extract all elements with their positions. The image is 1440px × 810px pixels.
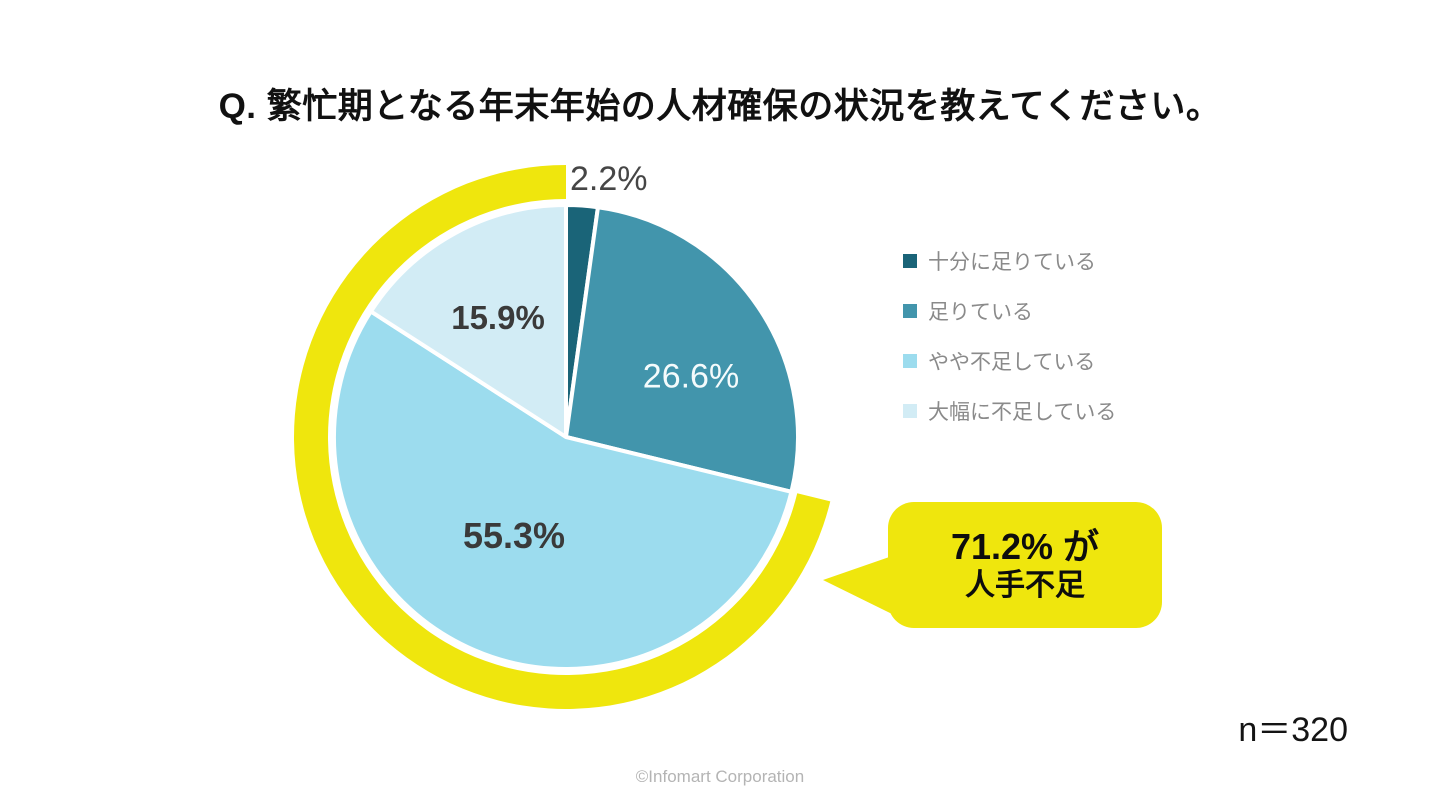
legend-label: やや不足している	[928, 351, 1096, 374]
value-label-fully-sufficient: 2.2%	[570, 160, 648, 198]
callout-tail	[823, 556, 892, 614]
legend-swatch-icon	[903, 404, 917, 418]
legend-label: 足りている	[928, 301, 1033, 324]
footer-copyright: ©Infomart Corporation	[635, 767, 805, 786]
legend-swatch-icon	[903, 304, 917, 318]
legend-label: 十分に足りている	[928, 251, 1096, 274]
callout-bubble: 71.2% が 人手不足	[888, 502, 1162, 628]
legend: 十分に足りている 足りているやや不足している 大幅に不足している	[903, 250, 1116, 450]
callout-percentage: 71.2% が	[950, 526, 1100, 568]
legend-item-2: やや不足している	[903, 350, 1116, 374]
pie-slice-3	[368, 203, 568, 439]
legend-swatch-icon	[903, 254, 917, 268]
sample-size: n＝320	[1238, 711, 1348, 749]
legend-item-0: 十分に足りている	[903, 250, 1116, 274]
value-label-severely-short: 15.9%	[451, 299, 545, 336]
legend-label: 大幅に不足している	[928, 401, 1117, 424]
value-label-sufficient: 26.6%	[642, 357, 740, 396]
legend-swatch-icon	[903, 354, 917, 368]
value-label-somewhat-short: 55.3%	[462, 515, 566, 556]
pie-slice-2	[332, 309, 794, 671]
callout-caption: 人手不足	[965, 568, 1085, 602]
legend-item-1: 足りている	[903, 300, 1116, 324]
page-title: Q. 繁忙期となる年末年始の人材確保の状況を教えてください。	[218, 87, 1222, 126]
legend-item-3: 大幅に不足している	[903, 400, 1116, 424]
pie-slice-1	[564, 205, 800, 494]
